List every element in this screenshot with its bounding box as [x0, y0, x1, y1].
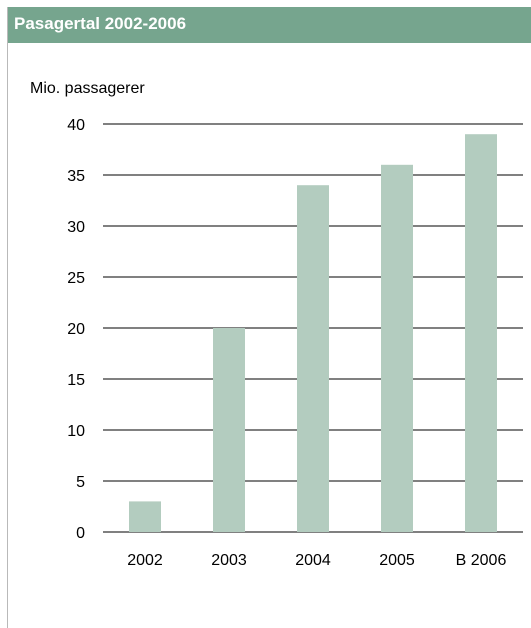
bar-2003	[213, 328, 245, 532]
y-tick-label: 25	[67, 270, 85, 287]
y-tick-label: 5	[76, 474, 85, 491]
x-tick-label: B 2006	[456, 552, 507, 569]
x-tick-labels: 2002 2003 2004 2005 B 2006	[127, 552, 506, 569]
bar-2005	[381, 164, 413, 533]
chart-header: Pasagertal 2002-2006	[8, 7, 531, 43]
y-tick-label: 10	[67, 423, 85, 440]
bar-2004	[297, 185, 329, 532]
y-tick-label: 20	[67, 321, 85, 338]
y-tick-label: 30	[67, 219, 85, 236]
x-tick-label: 2005	[379, 552, 415, 569]
bar-2002	[129, 501, 161, 532]
y-tick-labels: 0 5 10 15 20 25 30 35 40	[67, 117, 85, 542]
y-tick-label: 0	[76, 525, 85, 542]
y-tick-label: 35	[67, 168, 85, 185]
y-tick-label: 40	[67, 117, 85, 134]
x-tick-label: 2003	[211, 552, 247, 569]
bars	[129, 134, 497, 533]
y-tick-label: 15	[67, 372, 85, 389]
bar-b-2006	[465, 134, 497, 532]
x-tick-label: 2002	[127, 552, 163, 569]
y-axis-label: Mio. passagerer	[30, 80, 145, 97]
chart-title: Pasagertal 2002-2006	[14, 14, 187, 33]
chart-panel: Pasagertal 2002-2006	[7, 7, 531, 628]
x-tick-label: 2004	[295, 552, 331, 569]
